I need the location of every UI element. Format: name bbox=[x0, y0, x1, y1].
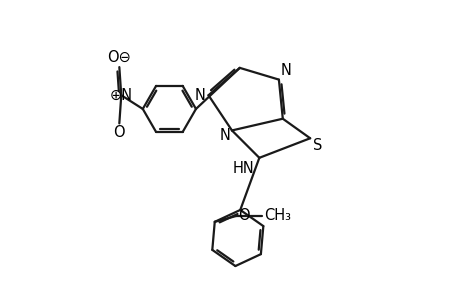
Text: N: N bbox=[219, 128, 230, 143]
Text: CH₃: CH₃ bbox=[263, 208, 290, 224]
Text: S: S bbox=[313, 138, 322, 153]
Text: O: O bbox=[113, 125, 125, 140]
Text: N: N bbox=[195, 88, 205, 103]
Text: N: N bbox=[280, 63, 291, 78]
Text: HN: HN bbox=[232, 161, 254, 176]
Text: ⊕N: ⊕N bbox=[110, 88, 133, 103]
Text: O: O bbox=[238, 208, 249, 224]
Text: O⊖: O⊖ bbox=[107, 50, 131, 65]
